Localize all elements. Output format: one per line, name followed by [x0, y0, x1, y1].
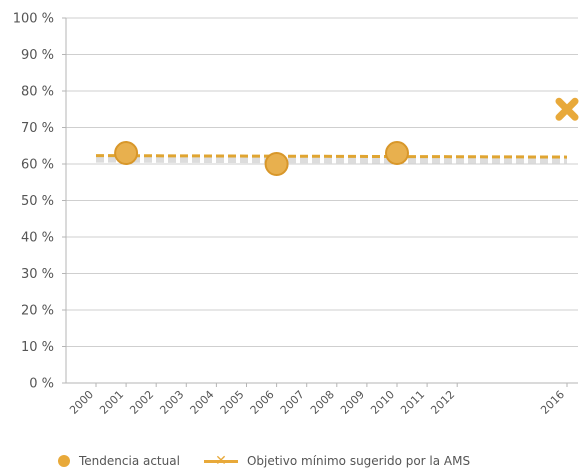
x-tick-label: 2005 — [218, 388, 247, 417]
y-tick-label: 40 % — [21, 231, 54, 246]
y-tick-label: 30 % — [21, 267, 54, 282]
x-tick-label: 2004 — [188, 388, 217, 417]
y-tick-label: 90 % — [21, 48, 54, 63]
x-tick-label: 2006 — [248, 388, 277, 417]
data-point — [385, 141, 409, 166]
y-tick-label: 0 % — [29, 377, 54, 392]
legend-item-trend: Tendencia actual — [58, 454, 180, 468]
legend-label-trend: Tendencia actual — [79, 454, 180, 468]
legend-item-target: ✕ Objetivo mínimo sugerido por la AMS — [203, 454, 471, 468]
legend-circle-marker — [58, 455, 70, 467]
data-point — [114, 141, 139, 166]
x-tick-label: 2001 — [97, 388, 126, 417]
y-tick-label: 100 % — [13, 12, 54, 27]
x-tick-label: 2012 — [428, 388, 457, 417]
y-tick-label: 50 % — [21, 194, 54, 209]
legend: Tendencia actual ✕ Objetivo mínimo suger… — [58, 452, 494, 470]
y-tick-label: 20 % — [21, 304, 54, 319]
x-tick-label: 2010 — [368, 388, 397, 417]
legend-line-cross-marker: ✕ — [203, 454, 238, 468]
x-tick-label: 2009 — [338, 388, 367, 417]
x-tick-label: 2011 — [398, 388, 427, 417]
trend-line-shadow — [95, 156, 568, 165]
legend-label-target: Objetivo mínimo sugerido por la AMS — [246, 454, 471, 468]
y-tick-label: 80 % — [21, 85, 54, 100]
trend-line — [95, 154, 568, 159]
data-point — [264, 152, 289, 176]
x-tick-label: 2003 — [157, 388, 186, 417]
x-tick-label: 2016 — [538, 388, 567, 417]
y-tick-label: 10 % — [21, 340, 54, 355]
x-tick-label: 2000 — [67, 388, 96, 417]
y-tick-label: 70 % — [21, 121, 54, 136]
y-tick-label: 60 % — [21, 158, 54, 173]
x-tick-label: 2007 — [278, 388, 307, 417]
x-tick-label: 2002 — [127, 388, 156, 417]
x-tick-label: 2008 — [308, 388, 337, 417]
target-marker-stroke2 — [555, 97, 579, 121]
